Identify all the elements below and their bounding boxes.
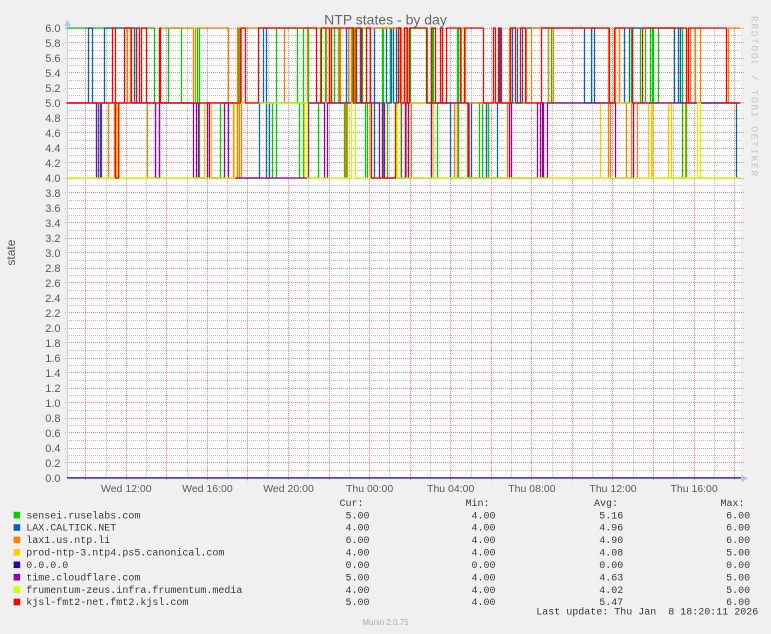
svg-text:3.0: 3.0 — [45, 248, 60, 260]
svg-text:0.00: 0.00 — [599, 561, 623, 572]
svg-text:0.0: 0.0 — [45, 473, 60, 485]
svg-text:5.00: 5.00 — [345, 573, 369, 584]
svg-text:5.8: 5.8 — [45, 38, 60, 50]
svg-text:prod-ntp-3.ntp4.ps5.canonical.: prod-ntp-3.ntp4.ps5.canonical.com — [26, 548, 224, 560]
svg-text:5.00: 5.00 — [345, 511, 369, 522]
svg-text:Wed 20:00: Wed 20:00 — [263, 483, 314, 495]
svg-text:4.90: 4.90 — [599, 536, 623, 547]
svg-text:Wed 12:00: Wed 12:00 — [101, 483, 152, 495]
svg-text:6.00: 6.00 — [726, 598, 750, 609]
svg-text:Min:: Min: — [465, 498, 489, 510]
svg-text:2.8: 2.8 — [45, 263, 60, 275]
svg-text:4.00: 4.00 — [471, 598, 495, 609]
svg-text:1.8: 1.8 — [45, 338, 60, 350]
svg-text:5.00: 5.00 — [726, 586, 750, 597]
svg-text:4.00: 4.00 — [471, 549, 495, 560]
svg-text:1.6: 1.6 — [45, 353, 60, 365]
svg-text:3.6: 3.6 — [45, 203, 60, 215]
svg-text:5.0: 5.0 — [45, 98, 60, 110]
svg-text:5.00: 5.00 — [726, 549, 750, 560]
svg-text:LAX.CALTICK.NET: LAX.CALTICK.NET — [26, 524, 116, 535]
svg-text:Wed 16:00: Wed 16:00 — [182, 483, 233, 495]
svg-text:Thu 16:00: Thu 16:00 — [670, 483, 717, 495]
svg-text:0.2: 0.2 — [45, 458, 60, 470]
svg-text:4.00: 4.00 — [471, 511, 495, 522]
svg-text:0.6: 0.6 — [45, 428, 60, 440]
svg-text:5.6: 5.6 — [45, 53, 60, 65]
svg-text:3.4: 3.4 — [45, 218, 60, 230]
svg-text:Avg:: Avg: — [594, 499, 618, 510]
svg-text:Thu 00:00: Thu 00:00 — [346, 483, 393, 495]
svg-text:4.0: 4.0 — [45, 173, 60, 185]
svg-text:NTP states - by day: NTP states - by day — [324, 12, 447, 28]
svg-text:kjsl-fmt2-net.fmt2.kjsl.com: kjsl-fmt2-net.fmt2.kjsl.com — [26, 597, 188, 609]
svg-text:2.4: 2.4 — [45, 293, 60, 305]
svg-text:4.00: 4.00 — [345, 549, 369, 560]
svg-text:6.0: 6.0 — [45, 23, 60, 35]
svg-text:0.00: 0.00 — [345, 561, 369, 572]
svg-text:2.6: 2.6 — [45, 278, 60, 290]
svg-text:1.2: 1.2 — [45, 383, 60, 395]
svg-text:state: state — [4, 239, 18, 265]
svg-text:4.2: 4.2 — [45, 158, 60, 170]
svg-text:RRDTOOL / TOBI OETIKER: RRDTOOL / TOBI OETIKER — [748, 16, 760, 178]
svg-text:4.00: 4.00 — [471, 536, 495, 547]
svg-text:5.2: 5.2 — [45, 83, 60, 95]
svg-text:4.00: 4.00 — [471, 573, 495, 584]
svg-text:Last update: Thu Jan 8 18:20:: Last update: Thu Jan 8 18:20:11 2026 — [536, 607, 758, 619]
svg-text:0.0.0.0: 0.0.0.0 — [26, 561, 68, 572]
svg-text:2.0: 2.0 — [45, 323, 60, 335]
svg-text:sensei.ruselabs.com: sensei.ruselabs.com — [26, 510, 140, 522]
svg-text:4.63: 4.63 — [599, 573, 623, 584]
svg-text:Cur:: Cur: — [339, 499, 363, 510]
svg-text:5.47: 5.47 — [599, 598, 623, 609]
svg-text:3.8: 3.8 — [45, 188, 60, 200]
svg-text:1.0: 1.0 — [45, 398, 60, 410]
svg-text:6.00: 6.00 — [726, 536, 750, 547]
svg-text:5.00: 5.00 — [345, 598, 369, 609]
svg-text:1.4: 1.4 — [45, 368, 60, 380]
svg-text:4.96: 4.96 — [599, 524, 623, 535]
svg-text:0.00: 0.00 — [471, 561, 495, 572]
svg-text:2.2: 2.2 — [45, 308, 60, 320]
svg-text:5.4: 5.4 — [45, 68, 60, 80]
svg-text:lax1.us.ntp.li: lax1.us.ntp.li — [26, 535, 110, 547]
svg-text:4.08: 4.08 — [599, 549, 623, 560]
svg-text:frumentum-zeus.infra.frumentum: frumentum-zeus.infra.frumentum.media — [26, 585, 242, 597]
svg-text:4.8: 4.8 — [45, 113, 60, 125]
svg-text:4.4: 4.4 — [45, 143, 60, 155]
svg-text:4.00: 4.00 — [345, 524, 369, 535]
svg-text:5.16: 5.16 — [599, 511, 623, 522]
svg-text:4.6: 4.6 — [45, 128, 60, 140]
svg-text:time.cloudflare.com: time.cloudflare.com — [26, 572, 140, 584]
svg-text:Thu 08:00: Thu 08:00 — [508, 483, 555, 495]
svg-text:0.00: 0.00 — [726, 561, 750, 572]
svg-text:4.02: 4.02 — [599, 586, 623, 597]
svg-text:3.2: 3.2 — [45, 233, 60, 245]
svg-text:0.8: 0.8 — [45, 413, 60, 425]
svg-text:Thu 04:00: Thu 04:00 — [427, 483, 474, 495]
svg-text:5.00: 5.00 — [726, 573, 750, 584]
svg-text:4.00: 4.00 — [471, 586, 495, 597]
svg-text:6.00: 6.00 — [345, 536, 369, 547]
svg-text:Munin 2.0.75: Munin 2.0.75 — [362, 618, 409, 627]
svg-text:4.00: 4.00 — [345, 586, 369, 597]
svg-text:0.4: 0.4 — [45, 443, 60, 455]
svg-text:6.00: 6.00 — [726, 511, 750, 522]
svg-text:Max:: Max: — [720, 499, 744, 510]
svg-text:4.00: 4.00 — [471, 524, 495, 535]
svg-text:6.00: 6.00 — [726, 524, 750, 535]
svg-text:Thu 12:00: Thu 12:00 — [589, 483, 636, 495]
